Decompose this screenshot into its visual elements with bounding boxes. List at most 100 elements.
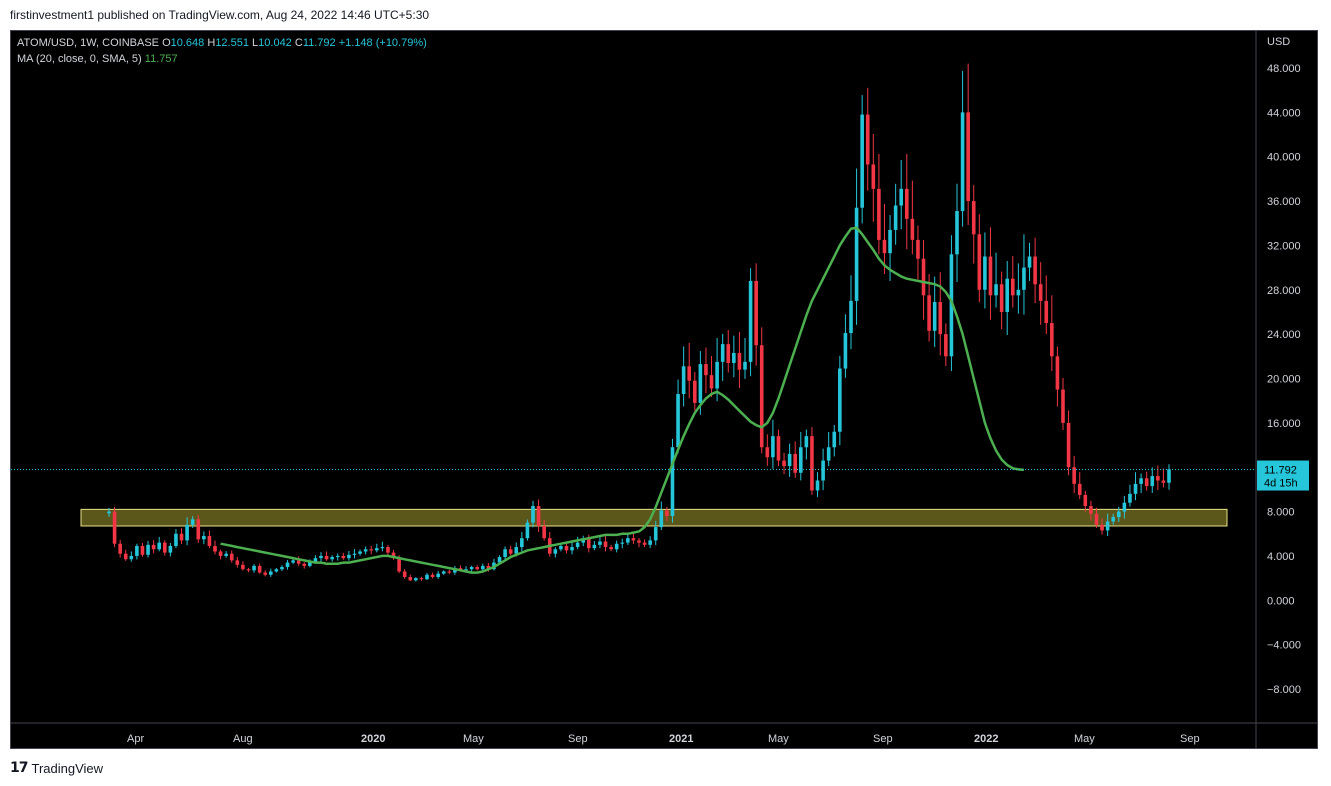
candle-body [743, 361, 747, 370]
candle-body [999, 284, 1004, 312]
candle-body [910, 218, 915, 240]
candle-body [659, 510, 664, 528]
legend-open-label: O [162, 37, 171, 49]
time-axis: Apr Aug 2020 May Sep 2021 May Sep 2022 May Sep [11, 722, 1317, 745]
candle-body [123, 553, 128, 560]
legend-open-value: 10.648 [170, 37, 205, 49]
tradingview-logo-icon[interactable]: 17 [10, 760, 29, 776]
last-price-value: 11.792 [1264, 465, 1297, 477]
candle-body [241, 564, 245, 570]
candle-body [525, 522, 530, 539]
candle-body [687, 366, 692, 381]
candle-body [363, 549, 368, 552]
candle-body [877, 188, 881, 240]
candle-body [480, 565, 485, 570]
candle-body [308, 561, 312, 566]
candle-body [1005, 278, 1010, 312]
chart-pane[interactable]: 11.792 4d 15h USD 48.000 44.000 40.000 36.000… [10, 30, 1318, 749]
candle-body [631, 538, 636, 541]
candle-body [229, 553, 234, 561]
candle-body [335, 555, 340, 558]
candle-body [140, 545, 145, 555]
candle-body [921, 258, 926, 296]
candle-body [944, 334, 948, 357]
candle-body [179, 533, 184, 541]
candle-body [391, 552, 396, 559]
legend-low-value: 10.042 [258, 37, 292, 49]
legend-ma-label[interactable]: MA (20, close, 0, SMA, 5) [17, 53, 142, 65]
candle-body [575, 542, 580, 548]
candle-body [676, 394, 680, 448]
candle-body [285, 562, 290, 568]
candle-body [838, 368, 842, 432]
candle-body [151, 544, 156, 550]
candle-body [202, 535, 206, 540]
candle-body [754, 280, 758, 346]
candle-body [274, 569, 279, 572]
candle-body [826, 447, 831, 461]
candle-body [246, 569, 251, 571]
time-tick-label: Aug [233, 733, 253, 745]
price-tick-label: 32.000 [1267, 240, 1301, 252]
candle-body [213, 545, 217, 552]
legend-symbol[interactable]: ATOM/USD, 1W, COINBASE [17, 37, 160, 49]
candle-body [983, 256, 987, 290]
candle-body [637, 540, 641, 543]
candle-body [1111, 517, 1116, 522]
candle-body [1156, 476, 1160, 481]
moving-average [220, 226, 1025, 574]
candles [107, 63, 1171, 582]
footer-brand[interactable]: TradingView [31, 760, 104, 776]
candle-body [1089, 506, 1093, 514]
candle-body [865, 114, 870, 165]
candle-body [1061, 389, 1065, 423]
candle-body [854, 207, 859, 301]
time-tick-label: Sep [873, 733, 893, 745]
time-tick-label: May [768, 733, 789, 745]
candle-body [469, 567, 474, 570]
candle-body [681, 366, 686, 395]
candle-body [614, 543, 619, 550]
candle-body [737, 352, 742, 370]
candle-body [185, 524, 189, 541]
candle-body [218, 551, 223, 556]
candle-body [369, 549, 374, 551]
candle-body [603, 541, 608, 548]
candle-body [419, 578, 424, 580]
candle-body [1083, 494, 1088, 507]
candle-body [1055, 356, 1060, 390]
candle-body [798, 447, 803, 473]
candle-body [324, 555, 329, 560]
candle-body [709, 375, 714, 389]
candle-body [893, 205, 898, 230]
legend-high-label: H [207, 37, 216, 49]
candle-body [464, 569, 468, 571]
candle-body [698, 364, 703, 403]
candle-body [514, 547, 519, 554]
candle-body [1144, 478, 1149, 487]
candle-body [720, 344, 725, 362]
time-tick-label: Apr [127, 733, 144, 745]
candle-body [486, 565, 491, 570]
candle-body [609, 547, 613, 550]
candle-body [508, 549, 513, 554]
time-tick-label: May [1074, 733, 1095, 745]
candle-body [949, 254, 954, 357]
candle-body [291, 560, 295, 563]
candle-body [1077, 483, 1082, 495]
candle-body [559, 545, 563, 550]
candle-body [1066, 422, 1071, 468]
candle-body [960, 112, 965, 212]
candle-body [988, 256, 993, 296]
candle-body [235, 560, 240, 565]
price-tick-label: 24.000 [1267, 329, 1301, 341]
candle-body [268, 571, 273, 575]
candle-body [732, 352, 736, 363]
footer: 17 TradingView [10, 760, 103, 776]
candle-body [776, 436, 781, 461]
ma-line [220, 226, 1025, 574]
candle-body [436, 573, 440, 577]
candle-body [1072, 467, 1076, 484]
